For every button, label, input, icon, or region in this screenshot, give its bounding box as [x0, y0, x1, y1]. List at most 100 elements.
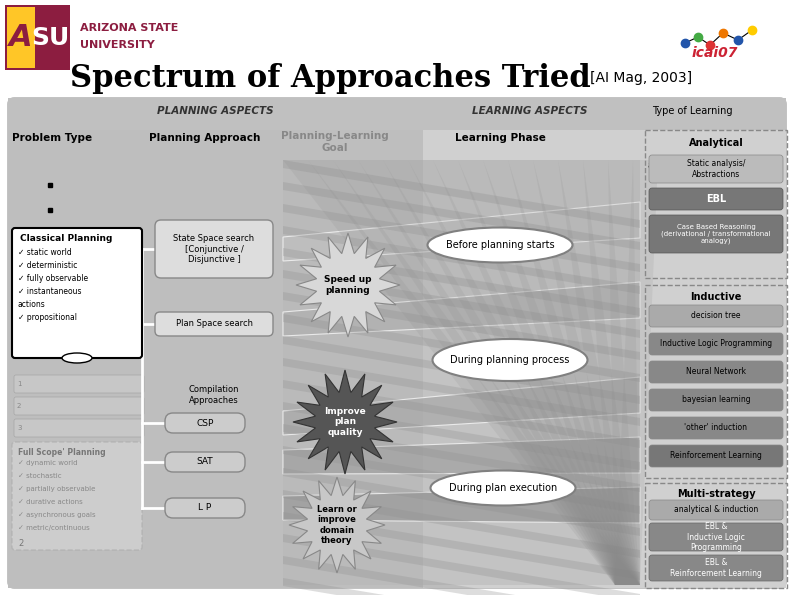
Text: ✓ partially observable: ✓ partially observable — [18, 486, 95, 492]
Text: 2: 2 — [18, 538, 23, 547]
Text: A: A — [10, 23, 33, 52]
FancyBboxPatch shape — [14, 419, 144, 437]
Ellipse shape — [430, 471, 576, 506]
FancyBboxPatch shape — [12, 228, 142, 358]
Text: ✓ static world: ✓ static world — [18, 248, 71, 257]
Text: Neural Network: Neural Network — [686, 368, 746, 377]
Ellipse shape — [427, 227, 572, 262]
Polygon shape — [283, 380, 640, 448]
Bar — [8, 98, 786, 588]
Polygon shape — [558, 160, 640, 585]
Text: Type of Learning: Type of Learning — [652, 106, 732, 116]
Text: Before planning starts: Before planning starts — [445, 240, 554, 250]
Polygon shape — [458, 160, 640, 585]
Text: EBL &
Reinforcement Learning: EBL & Reinforcement Learning — [670, 558, 762, 578]
Polygon shape — [283, 160, 640, 585]
Text: Speed up
planning: Speed up planning — [324, 275, 372, 295]
Text: SAT: SAT — [197, 458, 214, 466]
Polygon shape — [408, 160, 640, 585]
Text: LEARNING ASPECTS: LEARNING ASPECTS — [472, 106, 588, 116]
Polygon shape — [283, 556, 640, 595]
Bar — [645, 130, 787, 278]
Text: ✓ instantaneous: ✓ instantaneous — [18, 287, 82, 296]
Polygon shape — [333, 160, 640, 585]
Text: 2: 2 — [17, 403, 21, 409]
Polygon shape — [283, 578, 640, 595]
FancyBboxPatch shape — [649, 500, 783, 520]
Text: ✓ deterministic: ✓ deterministic — [18, 261, 77, 270]
FancyBboxPatch shape — [649, 555, 783, 581]
FancyBboxPatch shape — [165, 498, 245, 518]
Polygon shape — [283, 282, 640, 336]
Polygon shape — [283, 314, 640, 382]
Ellipse shape — [433, 339, 588, 381]
Text: SU: SU — [31, 26, 69, 50]
Polygon shape — [283, 292, 640, 360]
Text: Multi-strategy: Multi-strategy — [676, 489, 755, 499]
Text: During plan execution: During plan execution — [449, 483, 557, 493]
Text: EBL: EBL — [706, 194, 727, 204]
FancyBboxPatch shape — [649, 523, 783, 551]
Text: State Space search
[Conjunctive /
Disjunctive ]: State Space search [Conjunctive / Disjun… — [173, 234, 255, 264]
FancyBboxPatch shape — [14, 397, 144, 415]
Text: ✓ dynamic world: ✓ dynamic world — [18, 460, 78, 466]
Polygon shape — [283, 204, 640, 272]
Text: Planning Approach: Planning Approach — [149, 133, 260, 143]
FancyBboxPatch shape — [649, 445, 783, 467]
Text: PLANNING ASPECTS: PLANNING ASPECTS — [156, 106, 273, 116]
Polygon shape — [283, 446, 640, 514]
Text: Learn or
improve
domain
theory: Learn or improve domain theory — [317, 505, 357, 545]
Text: decision tree: decision tree — [692, 312, 741, 321]
Polygon shape — [283, 377, 640, 435]
Polygon shape — [283, 182, 640, 250]
FancyBboxPatch shape — [649, 215, 783, 253]
Text: Planning-Learning
Goal: Planning-Learning Goal — [281, 131, 389, 153]
Polygon shape — [283, 160, 640, 585]
Polygon shape — [283, 534, 640, 595]
Polygon shape — [283, 512, 640, 580]
Text: L P: L P — [198, 503, 212, 512]
Polygon shape — [308, 160, 640, 585]
Text: actions: actions — [18, 300, 46, 309]
Polygon shape — [289, 477, 385, 573]
FancyBboxPatch shape — [649, 333, 783, 355]
Text: Learning Phase: Learning Phase — [454, 133, 545, 143]
FancyBboxPatch shape — [155, 220, 273, 278]
FancyBboxPatch shape — [12, 442, 142, 550]
Polygon shape — [483, 160, 640, 585]
Text: ✓ durative actions: ✓ durative actions — [18, 499, 83, 505]
Bar — [5, 5, 70, 70]
Text: ✓ metric/continuous: ✓ metric/continuous — [18, 525, 90, 531]
FancyBboxPatch shape — [14, 375, 144, 393]
Polygon shape — [433, 160, 640, 585]
FancyBboxPatch shape — [649, 361, 783, 383]
Polygon shape — [293, 370, 397, 474]
Polygon shape — [583, 160, 640, 585]
Text: Classical Planning: Classical Planning — [20, 234, 113, 243]
FancyBboxPatch shape — [649, 188, 783, 210]
Polygon shape — [283, 468, 640, 536]
Polygon shape — [283, 437, 640, 474]
Polygon shape — [615, 160, 658, 585]
Text: ARIZONA STATE: ARIZONA STATE — [80, 23, 179, 33]
Polygon shape — [358, 160, 640, 585]
Text: Analytical: Analytical — [688, 138, 743, 148]
Polygon shape — [383, 160, 640, 585]
FancyBboxPatch shape — [155, 312, 273, 336]
Text: 'other' induction: 'other' induction — [684, 424, 747, 433]
Text: 1: 1 — [17, 381, 21, 387]
Polygon shape — [533, 160, 640, 585]
Text: CSP: CSP — [196, 418, 214, 427]
Bar — [8, 98, 423, 588]
Text: During planning process: During planning process — [450, 355, 569, 365]
Text: icai07: icai07 — [692, 46, 738, 60]
Text: Inductive: Inductive — [690, 292, 742, 302]
Polygon shape — [283, 424, 640, 492]
Polygon shape — [283, 248, 640, 316]
Text: Inductive Logic Programming: Inductive Logic Programming — [660, 340, 772, 349]
Text: analytical & induction: analytical & induction — [674, 506, 758, 515]
Polygon shape — [608, 160, 640, 585]
Text: Full Scope' Planning: Full Scope' Planning — [18, 448, 106, 457]
Bar — [645, 483, 787, 588]
Text: ✓ fully observable: ✓ fully observable — [18, 274, 88, 283]
